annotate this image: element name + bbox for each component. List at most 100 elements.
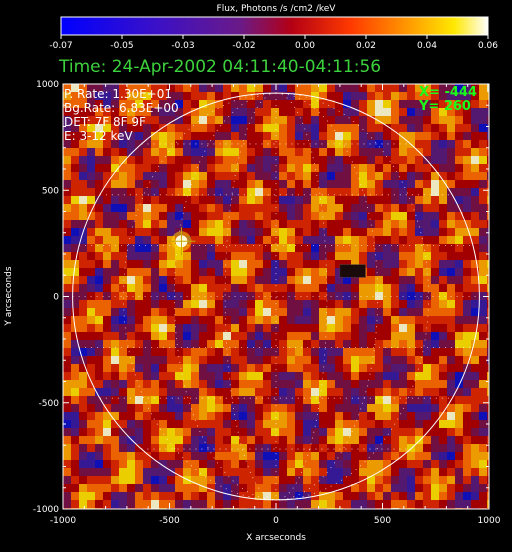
heatmap-cell [167, 492, 175, 500]
heatmap-cell [455, 236, 463, 244]
heatmap-cell [207, 252, 215, 260]
heatmap-cell [127, 428, 135, 436]
heatmap-cell [223, 428, 231, 436]
heatmap-cell [359, 404, 367, 412]
heatmap-cell [167, 268, 175, 276]
heatmap-cell [375, 460, 383, 468]
heatmap-cell [487, 476, 489, 484]
heatmap-cell [79, 124, 87, 132]
heatmap-cell [447, 420, 455, 428]
heatmap-cell [383, 236, 391, 244]
heatmap-cell [63, 172, 71, 180]
heatmap-cell [183, 308, 191, 316]
heatmap-cell [375, 380, 383, 388]
heatmap-cell [447, 412, 455, 420]
heatmap-cell [119, 164, 127, 172]
heatmap-cell [455, 324, 463, 332]
heatmap-cell [487, 252, 489, 260]
heatmap-cell [351, 276, 359, 284]
heatmap-cell [127, 332, 135, 340]
heatmap-cell [391, 204, 399, 212]
heatmap-cell [487, 180, 489, 188]
heatmap-cell [311, 316, 319, 324]
heatmap-cell [247, 276, 255, 284]
heatmap-cell [175, 188, 183, 196]
heatmap-cell [159, 300, 167, 308]
heatmap-cell [271, 260, 279, 268]
heatmap-cell [391, 252, 399, 260]
heatmap-cell [255, 300, 263, 308]
heatmap-cell [311, 284, 319, 292]
heatmap-cell [159, 172, 167, 180]
heatmap-cell [135, 372, 143, 380]
heatmap-cell [103, 484, 111, 492]
heatmap-cell [343, 84, 351, 92]
heatmap-cell [255, 260, 263, 268]
heatmap-cell [351, 332, 359, 340]
heatmap-cell [151, 404, 159, 412]
heatmap-cell [447, 316, 455, 324]
heatmap-cell [439, 140, 447, 148]
heatmap-cell [271, 324, 279, 332]
heatmap-cell [135, 148, 143, 156]
heatmap-cell [111, 484, 119, 492]
heatmap-cell [407, 220, 415, 228]
heatmap-cell [423, 388, 431, 396]
heatmap-cell [479, 164, 487, 172]
heatmap-cell [303, 220, 311, 228]
heatmap-cell [391, 404, 399, 412]
heatmap-cell [303, 412, 311, 420]
heatmap-cell [351, 388, 359, 396]
heatmap-cell [239, 148, 247, 156]
heatmap-cell [191, 180, 199, 188]
heatmap-cell [287, 364, 295, 372]
heatmap-cell [167, 484, 175, 492]
heatmap-cell [223, 252, 231, 260]
heatmap-cell [247, 140, 255, 148]
heatmap-cell [63, 300, 71, 308]
heatmap-cell [383, 380, 391, 388]
heatmap-cell [191, 244, 199, 252]
heatmap-cell [119, 324, 127, 332]
heatmap-cell [295, 452, 303, 460]
heatmap-cell [335, 452, 343, 460]
heatmap-cell [479, 132, 487, 140]
heatmap-cell [271, 436, 279, 444]
heatmap-cell [87, 268, 95, 276]
heatmap-cell [143, 356, 151, 364]
heatmap-cell [87, 108, 95, 116]
heatmap-cell [319, 372, 327, 380]
heatmap-cell [439, 436, 447, 444]
heatmap-cell [95, 460, 103, 468]
heatmap-cell [375, 428, 383, 436]
heatmap-cell [335, 332, 343, 340]
heatmap-cell [343, 324, 351, 332]
heatmap-cell [431, 188, 439, 196]
heatmap-cell [215, 140, 223, 148]
heatmap-cell [167, 436, 175, 444]
heatmap-cell [287, 268, 295, 276]
heatmap-cell [407, 308, 415, 316]
heatmap-cell [415, 300, 423, 308]
heatmap-cell [103, 236, 111, 244]
heatmap-cell [335, 348, 343, 356]
heatmap-cell [159, 316, 167, 324]
heatmap-cell [199, 460, 207, 468]
heatmap-cell [79, 300, 87, 308]
heatmap-cell [63, 164, 71, 172]
heatmap-cell [167, 364, 175, 372]
heatmap-cell [63, 148, 71, 156]
heatmap-cell [71, 468, 79, 476]
heatmap-cell [239, 84, 247, 92]
heatmap-cell [407, 420, 415, 428]
heatmap-cell [359, 276, 367, 284]
heatmap-cell [95, 396, 103, 404]
heatmap-cell [327, 140, 335, 148]
heatmap-cell [215, 172, 223, 180]
heatmap-cell [375, 172, 383, 180]
heatmap-cell [127, 284, 135, 292]
heatmap-cell [175, 260, 183, 268]
heatmap-cell [255, 356, 263, 364]
heatmap-cell [87, 404, 95, 412]
heatmap-cell [79, 412, 87, 420]
